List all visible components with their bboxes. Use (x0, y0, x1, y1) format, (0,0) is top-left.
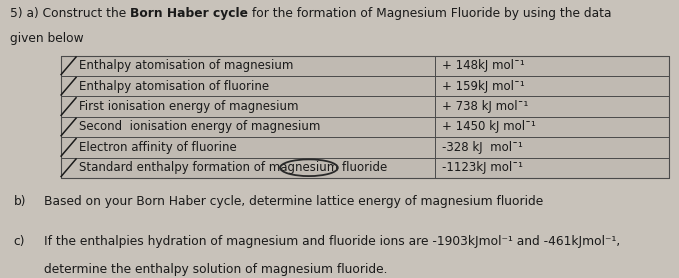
Text: Second  ionisation energy of magnesium: Second ionisation energy of magnesium (79, 120, 320, 133)
Text: + 738 kJ mol¯¹: + 738 kJ mol¯¹ (441, 100, 528, 113)
Text: b): b) (14, 195, 26, 208)
Text: Electron affinity of fluorine: Electron affinity of fluorine (79, 141, 237, 154)
Text: -1123kJ mol¯¹: -1123kJ mol¯¹ (441, 161, 523, 174)
Text: for the formation of Magnesium Fluoride by using the data: for the formation of Magnesium Fluoride … (249, 7, 612, 20)
Text: Based on your Born Haber cycle, determine lattice energy of magnesium fluoride: Based on your Born Haber cycle, determin… (44, 195, 543, 208)
Text: 5) a) Construct the: 5) a) Construct the (10, 7, 130, 20)
Text: + 159kJ mol¯¹: + 159kJ mol¯¹ (441, 80, 524, 93)
Text: If the enthalpies hydration of magnesium and fluoride ions are -1903kJmol⁻¹ and : If the enthalpies hydration of magnesium… (44, 235, 621, 248)
Text: determine the enthalpy solution of magnesium fluoride.: determine the enthalpy solution of magne… (44, 263, 388, 276)
Text: c): c) (14, 235, 25, 248)
Text: First ionisation energy of magnesium: First ionisation energy of magnesium (79, 100, 299, 113)
Text: given below: given below (10, 32, 84, 45)
Text: Enthalpy atomisation of magnesium: Enthalpy atomisation of magnesium (79, 59, 294, 72)
Text: -328 kJ  mol¯¹: -328 kJ mol¯¹ (441, 141, 523, 154)
Text: + 148kJ mol¯¹: + 148kJ mol¯¹ (441, 59, 524, 72)
Text: Enthalpy atomisation of fluorine: Enthalpy atomisation of fluorine (79, 80, 270, 93)
Text: Standard enthalpy formation of magnesium fluoride: Standard enthalpy formation of magnesium… (79, 161, 388, 174)
Text: Born Haber cycle: Born Haber cycle (130, 7, 249, 20)
Text: + 1450 kJ mol¯¹: + 1450 kJ mol¯¹ (441, 120, 536, 133)
Bar (61, 56, 669, 178)
